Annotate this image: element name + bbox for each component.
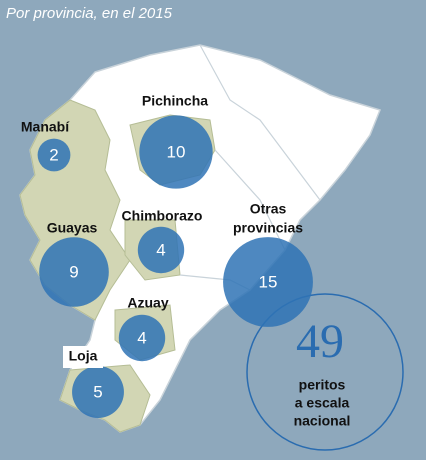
- province-label: Loja: [69, 348, 98, 364]
- total-caption: a escala: [295, 395, 350, 411]
- province-label: Chimborazo: [122, 208, 203, 224]
- province-label: Azuay: [127, 295, 168, 311]
- bubble: [139, 115, 213, 189]
- bubble-value: 9: [69, 262, 78, 281]
- bubble: [118, 314, 166, 362]
- bubble-value: 2: [49, 145, 58, 164]
- bubble-value: 4: [156, 240, 165, 259]
- bubble: [72, 366, 124, 418]
- total-caption: nacional: [294, 413, 351, 429]
- province-label: Guayas: [47, 220, 98, 236]
- total-value: 49: [296, 315, 344, 368]
- bubble-value: 15: [259, 272, 278, 291]
- province-label: Manabí: [21, 119, 70, 135]
- bubble: [39, 237, 109, 307]
- province-label: Otras: [250, 201, 287, 217]
- bubble: [137, 226, 185, 274]
- province-label: provincias: [233, 220, 303, 236]
- subtitle: Por provincia, en el 2015: [6, 5, 173, 22]
- total-caption: peritos: [299, 377, 346, 393]
- bubble-value: 10: [167, 142, 186, 161]
- bubble-value: 4: [137, 328, 146, 347]
- label-box: [63, 346, 103, 368]
- total-ring: [246, 293, 404, 451]
- bubble: [223, 237, 313, 327]
- province-label: Pichincha: [142, 93, 208, 109]
- bubble-value: 5: [93, 382, 102, 401]
- bubble: [37, 138, 71, 172]
